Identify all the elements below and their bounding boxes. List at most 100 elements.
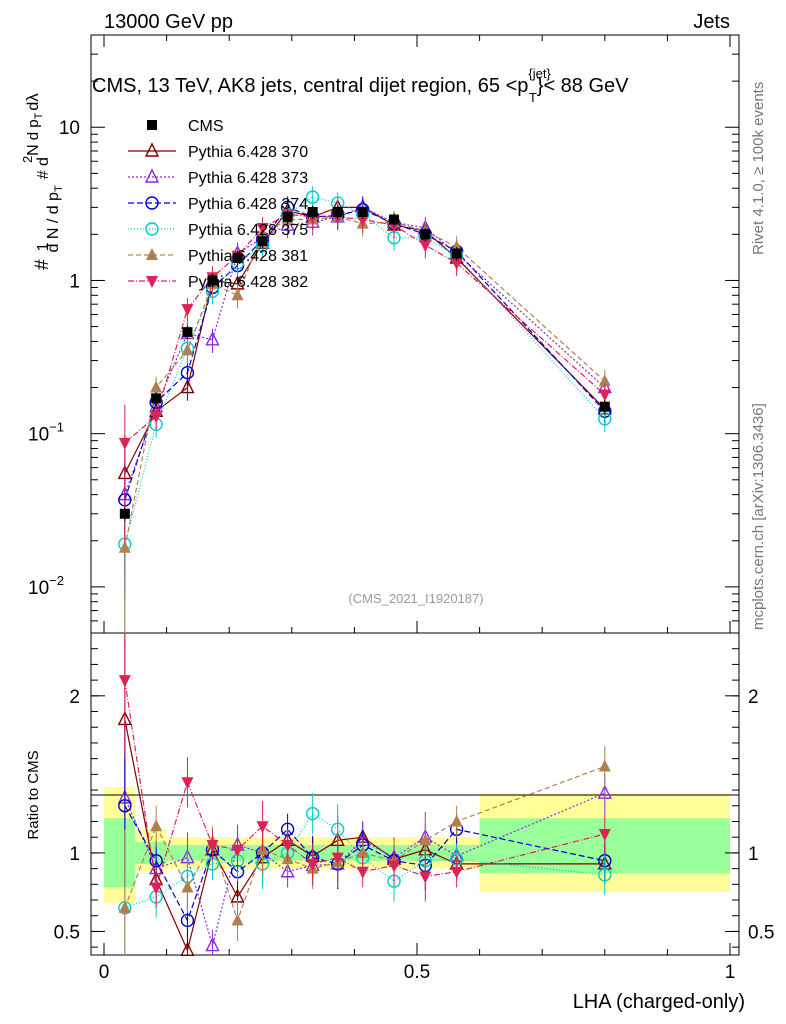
legend-label: Pythia 6.428 373 [188,170,308,187]
ratio-series-line [124,719,605,953]
series-point [356,214,369,227]
legend-label: Pythia 6.428 374 [188,196,308,213]
legend-label: Pythia 6.428 370 [188,144,308,161]
ratio-point [118,900,131,913]
ratio-point [598,829,611,842]
ratio-band-inner [104,818,136,888]
plot-title-tail: }< 88 GeV [537,75,629,97]
legend-label: Pythia 6.428 382 [188,274,308,291]
cms-point [389,214,400,225]
cms-point [332,206,343,217]
energy-label: 13000 GeV pp [104,11,233,33]
cms-point [282,211,293,222]
plot-title: CMS, 13 TeV, AK8 jets, central dijet reg… [92,66,629,105]
legend-marker [145,196,159,210]
legend-marker [144,142,160,157]
ratio-point [281,840,294,853]
ratio-panel-frame [90,632,740,956]
upper-series-group [117,186,612,649]
ratio-point [150,882,163,895]
ratio-point [149,854,163,868]
ratio-point [181,880,194,893]
ratio-point [205,937,220,952]
series-point [180,378,195,394]
ratio-point [450,814,463,827]
cms-point [420,229,431,240]
ratio-tick-label: 0.5 [54,922,80,943]
ratio-tick-label-right: 1 [748,844,759,865]
ratio-point [118,799,132,813]
y-tick-label: 10 [59,118,80,139]
analysis-watermark: (CMS_2021_I1920187) [348,591,483,606]
ratio-point [419,833,432,846]
series-point [118,540,131,553]
ratio-point [150,819,163,832]
series-line [124,213,606,444]
upper-ylabel: #1d N / d pT# d2Nd pTdλ [20,93,65,270]
ratio-point [280,863,295,878]
cms-point [151,393,162,404]
ratio-point [388,860,401,873]
legend-marker [146,248,158,260]
category-label: Jets [693,11,730,33]
cms-point [232,253,243,264]
ratio-point [356,845,369,858]
ratio-point [419,871,432,884]
ratio-series-group [117,633,612,956]
ratio-point [180,941,195,956]
x-axis-label: LHA (charged-only) [573,991,745,1013]
cms-point [207,275,218,286]
cms-point [357,206,368,217]
ratio-point [331,852,344,865]
ratio-point [180,913,195,928]
ratio-point [118,675,131,688]
ratio-point [598,868,612,882]
plot-title-main: CMS, 13 TeV, AK8 jets, central dijet reg… [92,75,528,97]
ratio-point [450,866,463,879]
x-tick-label: 0 [99,962,110,983]
legend-label: CMS [188,118,224,135]
legend: CMS Pythia 6.428 370 Pythia 6.428 373 Pythi… [128,118,308,291]
ratio-tick-label-right: 2 [748,687,759,708]
ratio-point [231,913,244,926]
legend-label: Pythia 6.428 381 [188,248,308,265]
series-point [305,190,320,204]
x-tick-label: 0.5 [404,962,430,983]
ratio-series-line [124,680,605,888]
series-point [256,222,269,235]
ratio-point [181,777,194,790]
legend-marker [145,222,159,236]
cms-point [182,327,193,338]
upper-ylabel-text: #1d N / d pT# d2Nd pTdλ [20,93,65,270]
cms-point [307,206,318,217]
ratio-point [598,759,611,772]
x-tick-label: 1 [725,962,736,983]
ratio-tick-label-right: 0.5 [748,922,774,943]
ratio-point [305,806,320,821]
ratio-point [597,784,612,799]
legend-marker [146,276,158,288]
series-point [450,257,463,270]
ratio-tick-label: 2 [69,687,80,708]
ratio-tick-label: 1 [69,844,80,865]
cms-point [119,508,130,519]
series-point [180,365,195,380]
cms-point [257,236,268,247]
plot-title-sup: {jet} [528,66,551,81]
series-line [124,216,606,548]
ratio-point [231,844,244,857]
series-point [150,411,163,424]
ratio-point [206,840,219,853]
legend-marker [144,168,160,183]
series-point [118,437,131,450]
mcplots-label: mcplots.cern.ch [arXiv:1306.3436] [750,403,767,630]
rivet-version-label: Rivet 4.1.0, ≥ 100k events [750,82,767,255]
legend-marker [147,120,157,130]
series-point [419,240,432,253]
ratio-ylabel: Ratio to CMS [25,750,42,839]
plot-title-sub: T [529,90,537,105]
ratio-point [356,866,369,879]
ratio-series-line [124,765,606,923]
